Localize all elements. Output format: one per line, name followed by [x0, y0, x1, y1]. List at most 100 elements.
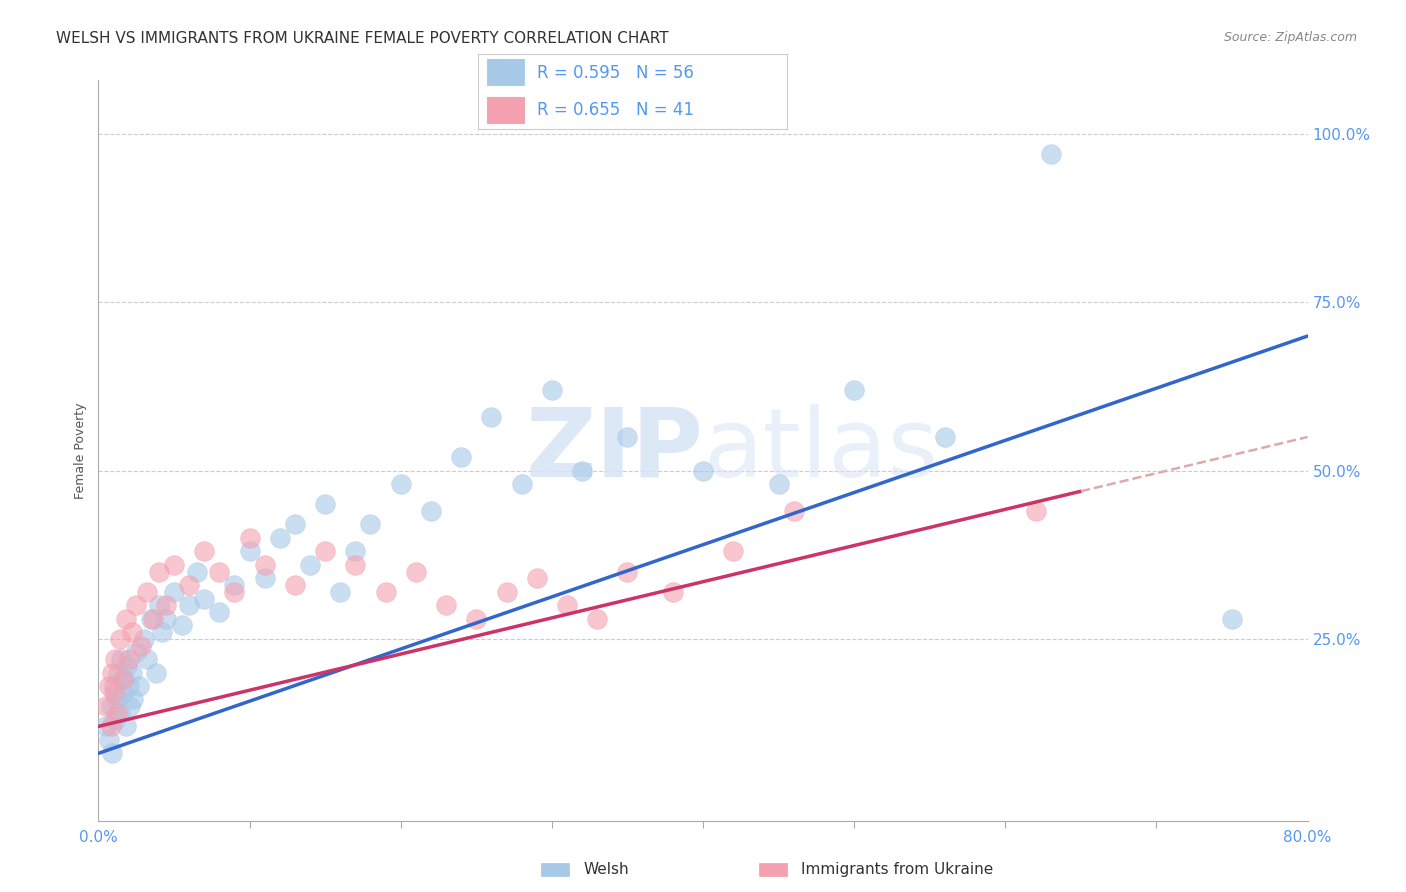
- Welsh: [120, 699, 142, 714]
- Welsh: [103, 679, 125, 693]
- Immigrants from Ukraine: [111, 673, 134, 687]
- Immigrants from Ukraine: [405, 565, 427, 579]
- Text: WELSH VS IMMIGRANTS FROM UKRAINE FEMALE POVERTY CORRELATION CHART: WELSH VS IMMIGRANTS FROM UKRAINE FEMALE …: [56, 31, 669, 46]
- Welsh: [420, 504, 443, 518]
- Immigrants from Ukraine: [586, 612, 609, 626]
- Immigrants from Ukraine: [1024, 504, 1046, 518]
- Immigrants from Ukraine: [108, 632, 131, 646]
- Immigrants from Ukraine: [661, 584, 683, 599]
- Welsh: [122, 692, 145, 706]
- Welsh: [104, 713, 127, 727]
- Welsh: [170, 618, 193, 632]
- Immigrants from Ukraine: [239, 531, 262, 545]
- Welsh: [108, 706, 131, 720]
- Welsh: [934, 430, 956, 444]
- Immigrants from Ukraine: [129, 639, 152, 653]
- Text: atlas: atlas: [703, 404, 938, 497]
- Immigrants from Ukraine: [465, 612, 488, 626]
- Immigrants from Ukraine: [526, 571, 548, 585]
- Welsh: [768, 477, 790, 491]
- Immigrants from Ukraine: [118, 652, 141, 666]
- Welsh: [121, 665, 143, 680]
- Immigrants from Ukraine: [193, 544, 215, 558]
- Immigrants from Ukraine: [344, 558, 367, 572]
- Welsh: [179, 599, 201, 613]
- Welsh: [155, 612, 177, 626]
- Welsh: [540, 383, 562, 397]
- Immigrants from Ukraine: [101, 665, 124, 680]
- Immigrants from Ukraine: [163, 558, 186, 572]
- Welsh: [389, 477, 412, 491]
- Welsh: [132, 632, 155, 646]
- Welsh: [314, 497, 336, 511]
- Welsh: [141, 612, 163, 626]
- Welsh: [114, 719, 136, 733]
- Welsh: [253, 571, 276, 585]
- Text: R = 0.655   N = 41: R = 0.655 N = 41: [537, 101, 693, 119]
- Immigrants from Ukraine: [148, 565, 170, 579]
- Immigrants from Ukraine: [142, 612, 165, 626]
- Immigrants from Ukraine: [555, 599, 578, 613]
- Welsh: [100, 699, 122, 714]
- Text: Welsh: Welsh: [583, 863, 628, 877]
- Welsh: [150, 625, 173, 640]
- Welsh: [284, 517, 307, 532]
- Immigrants from Ukraine: [616, 565, 638, 579]
- Welsh: [110, 652, 132, 666]
- Immigrants from Ukraine: [495, 584, 517, 599]
- Immigrants from Ukraine: [100, 719, 122, 733]
- Immigrants from Ukraine: [125, 599, 148, 613]
- Immigrants from Ukraine: [224, 584, 246, 599]
- Welsh: [1220, 612, 1243, 626]
- Welsh: [208, 605, 231, 619]
- Welsh: [616, 430, 638, 444]
- Immigrants from Ukraine: [94, 699, 117, 714]
- Welsh: [239, 544, 262, 558]
- Welsh: [193, 591, 215, 606]
- Immigrants from Ukraine: [98, 679, 121, 693]
- Welsh: [148, 599, 170, 613]
- Immigrants from Ukraine: [314, 544, 336, 558]
- Immigrants from Ukraine: [284, 578, 307, 592]
- Y-axis label: Female Poverty: Female Poverty: [75, 402, 87, 499]
- Welsh: [118, 679, 141, 693]
- Immigrants from Ukraine: [208, 565, 231, 579]
- Welsh: [105, 692, 128, 706]
- Welsh: [450, 450, 472, 465]
- Welsh: [299, 558, 322, 572]
- Bar: [488, 96, 524, 123]
- Immigrants from Ukraine: [121, 625, 143, 640]
- Welsh: [344, 544, 367, 558]
- Text: R = 0.595   N = 56: R = 0.595 N = 56: [537, 64, 693, 82]
- Immigrants from Ukraine: [114, 612, 136, 626]
- Welsh: [360, 517, 382, 532]
- Immigrants from Ukraine: [723, 544, 745, 558]
- Welsh: [163, 584, 186, 599]
- Welsh: [269, 531, 291, 545]
- Welsh: [844, 383, 866, 397]
- Immigrants from Ukraine: [104, 652, 127, 666]
- Immigrants from Ukraine: [155, 599, 177, 613]
- Welsh: [571, 464, 593, 478]
- Welsh: [135, 652, 157, 666]
- Welsh: [329, 584, 352, 599]
- Text: ZIP: ZIP: [524, 404, 703, 497]
- Immigrants from Ukraine: [103, 686, 125, 700]
- Welsh: [94, 719, 117, 733]
- Welsh: [510, 477, 533, 491]
- Immigrants from Ukraine: [783, 504, 806, 518]
- Welsh: [101, 747, 124, 761]
- Welsh: [186, 565, 208, 579]
- Welsh: [1039, 147, 1062, 161]
- Welsh: [145, 665, 167, 680]
- Welsh: [112, 673, 135, 687]
- Immigrants from Ukraine: [135, 584, 157, 599]
- Immigrants from Ukraine: [253, 558, 276, 572]
- Welsh: [115, 658, 138, 673]
- Bar: [488, 59, 524, 86]
- Welsh: [128, 679, 150, 693]
- Text: Source: ZipAtlas.com: Source: ZipAtlas.com: [1223, 31, 1357, 45]
- Welsh: [98, 732, 121, 747]
- Text: Immigrants from Ukraine: Immigrants from Ukraine: [801, 863, 994, 877]
- Immigrants from Ukraine: [434, 599, 457, 613]
